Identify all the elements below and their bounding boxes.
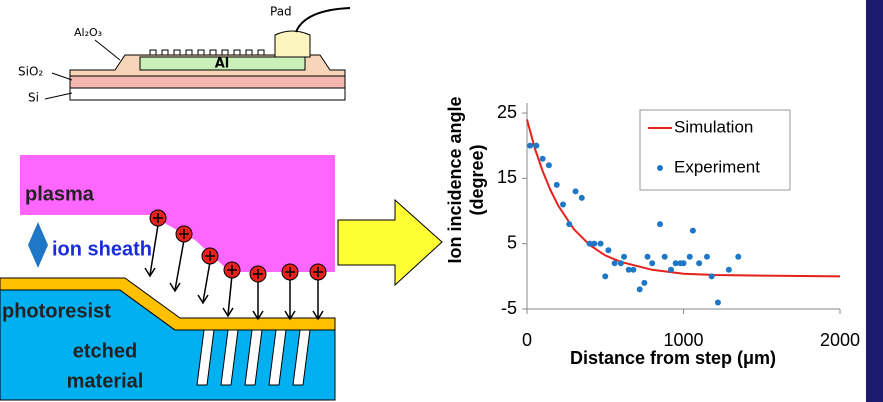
experiment-point <box>680 260 687 267</box>
experiment-point <box>644 253 651 260</box>
plasma-label: plasma <box>25 183 95 205</box>
y-axis-label: (degree) <box>467 144 487 215</box>
photoresist-layer <box>0 277 336 331</box>
sheath-label: ion sheath <box>52 238 152 260</box>
y-tick-label: -5 <box>501 298 517 318</box>
experiment-point <box>597 240 604 247</box>
y-tick-label: 15 <box>497 167 517 187</box>
experiment-point <box>636 286 643 293</box>
ion-arrows <box>144 224 324 321</box>
experiment-point <box>686 253 693 260</box>
photoresist-label: photoresist <box>2 300 111 322</box>
experiment-point <box>611 260 618 267</box>
experiment-point <box>689 227 696 234</box>
experiment-point <box>649 260 656 267</box>
y-tick-label: 5 <box>507 232 517 252</box>
leader <box>51 72 73 81</box>
x-tick-label: 1000 <box>663 330 703 350</box>
sio2-label: SiO₂ <box>18 65 43 79</box>
experiment-point <box>533 142 540 149</box>
x-tick-label: 2000 <box>820 330 860 350</box>
wire <box>295 7 351 33</box>
experiment-point <box>672 260 679 267</box>
bumps <box>149 49 265 55</box>
experiment-point <box>735 253 742 260</box>
experiment-point <box>578 194 585 201</box>
pad-shape <box>274 30 311 58</box>
experiment-point <box>714 299 721 306</box>
experiment-point <box>591 240 598 247</box>
experiment-point <box>566 221 573 228</box>
experiment-point <box>586 240 593 247</box>
experiment-point <box>539 155 546 162</box>
experiment-point <box>605 247 612 254</box>
legend-label: Simulation <box>674 117 753 136</box>
experiment-point <box>559 201 566 208</box>
x-axis-label: Distance from step (μm) <box>570 348 776 368</box>
leader <box>44 92 73 100</box>
legend-label: Experiment <box>674 157 760 176</box>
experiment-point <box>703 253 710 260</box>
y-axis-label: Ion incidence angle <box>445 96 465 263</box>
si-layer <box>69 87 346 101</box>
sio2-layer <box>69 75 346 89</box>
experiment-point <box>625 266 632 273</box>
al-label: Al <box>215 57 230 72</box>
experiment-point <box>553 181 560 188</box>
big-arrow <box>337 198 443 287</box>
y-tick-label: 25 <box>497 102 517 122</box>
experiment-point <box>725 266 732 273</box>
experiment-point <box>572 188 579 195</box>
al2o3-label: Al₂O₃ <box>74 26 102 39</box>
experiment-point <box>657 221 664 228</box>
experiment-point <box>696 260 703 267</box>
trenches <box>196 329 311 386</box>
etched-label: etched <box>73 340 137 362</box>
ions <box>149 209 327 283</box>
side-bar <box>866 0 883 402</box>
experiment-point <box>661 253 668 260</box>
experiment-point <box>630 266 637 273</box>
pad-label: Pad <box>270 5 292 19</box>
si-label: Si <box>28 91 39 105</box>
leader <box>94 39 121 61</box>
material-label: material <box>67 370 144 392</box>
experiment-point <box>621 253 628 260</box>
experiment-point <box>527 142 534 149</box>
plasma-region <box>20 155 335 272</box>
experiment-point <box>708 273 715 280</box>
experiment-point <box>545 162 552 169</box>
experiment-point <box>641 279 648 286</box>
experiment-point <box>602 273 609 280</box>
sheath-arrow <box>28 222 48 268</box>
experiment-point <box>667 266 674 273</box>
experiment-point <box>617 260 624 267</box>
legend-swatch <box>657 165 663 171</box>
x-tick-label: 0 <box>522 330 532 350</box>
al-layer <box>139 56 306 71</box>
legend-box <box>639 109 791 191</box>
